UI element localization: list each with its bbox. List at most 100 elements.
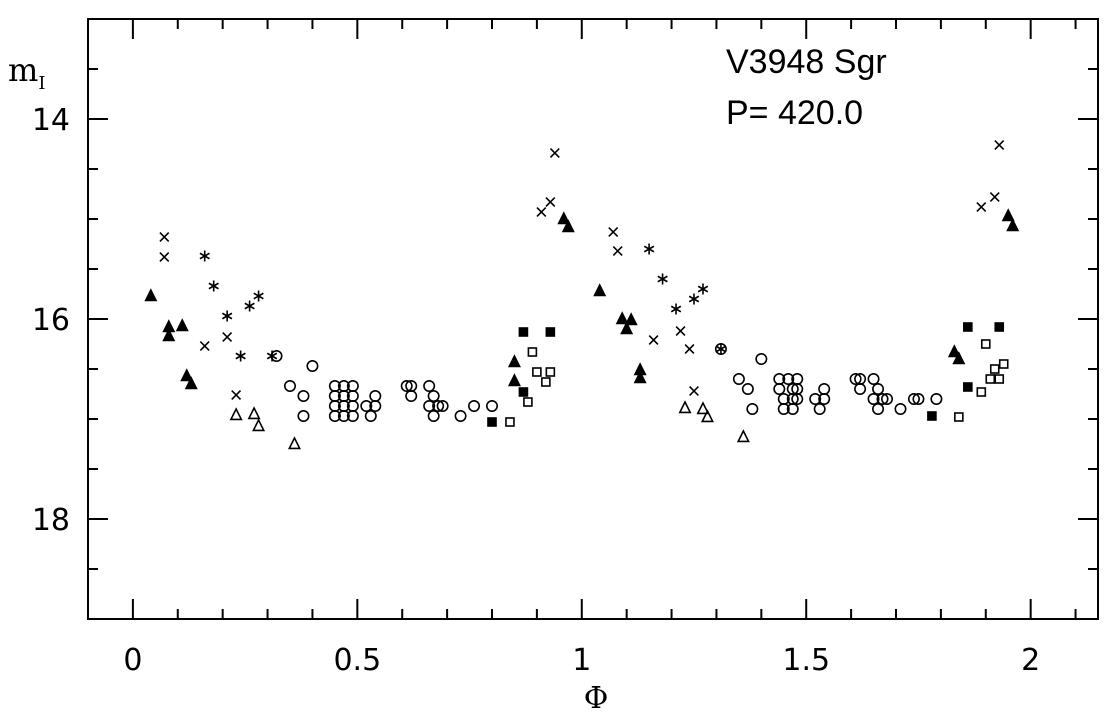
x-tick-label: 1 [572,643,591,678]
data-point-cross [675,326,686,336]
data-point-circle-open [423,399,436,412]
data-point-circle-open [894,402,907,415]
data-point-square-filled [927,411,937,421]
data-point-triangle-open [252,418,266,432]
data-point-triangle-open [247,406,261,420]
data-point-triangle-open [700,409,714,423]
data-point-circle-open [872,402,885,415]
data-point-circle-open [360,399,373,412]
data-point-asterisk [235,350,246,362]
data-point-square-filled [518,327,529,337]
data-point-triangle-filled [175,318,189,332]
data-point-circle-open [818,382,831,395]
data-point-circle-open [732,372,745,385]
data-point-cross [689,386,699,396]
data-point-circle-open [328,409,341,422]
data-point-circle-open [867,372,880,385]
data-point-square-open [545,367,556,377]
data-point-square-filled [994,322,1005,332]
data-point-circle-open [912,392,925,405]
data-point-asterisk [208,280,219,292]
data-point-square-filled [963,322,973,332]
x-tick-label: 0.5 [333,643,381,678]
data-point-square-open [985,374,996,384]
data-point-triangle-filled [162,328,176,342]
data-point-circle-open [454,409,467,422]
data-point-cross [648,335,659,345]
data-point-asterisk [643,243,655,255]
y-axis-label: mI [8,51,45,94]
data-point-triangle-filled [952,351,966,365]
data-point-square-open [954,412,964,422]
data-point-triangle-open [678,400,692,414]
data-point-circle-open [405,389,418,402]
data-point-circle-open [306,359,319,372]
data-point-cross [159,232,170,242]
data-point-circle-open [400,379,413,392]
data-point-cross [536,207,547,217]
data-point-cross [608,227,619,237]
data-point-cross [231,390,242,400]
data-point-asterisk [244,300,255,312]
data-point-circle-open [346,409,359,422]
x-tick-label: 0 [123,643,142,678]
data-point-triangle-filled [633,370,647,384]
data-point-circle-open [427,389,440,402]
data-point-square-open [527,347,538,357]
data-point-asterisk [199,250,210,262]
data-point-circle-open [849,372,862,385]
y-axis-label-main: m [8,51,38,89]
data-point-circle-open [427,409,440,422]
axis-ticks [88,19,1098,619]
data-point-triangle-open [229,407,243,421]
data-point-circle-open [881,392,894,405]
data-point-triangle-filled [507,373,521,387]
chart-title: V3948 Sgr [726,43,887,81]
data-point-cross [684,344,695,354]
data-point-cross [976,202,987,212]
data-point-triangle-filled [620,321,634,335]
data-point-triangle-open [736,429,750,443]
data-point-circle-open [369,399,382,412]
x-tick-label: 2 [1021,643,1040,678]
data-point-cross [612,246,623,256]
data-point-square-open [980,339,991,349]
data-point-square-open [976,387,987,397]
data-point-triangle-open [287,436,301,450]
data-point-circle-open [755,352,768,365]
data-point-square-open [994,374,1005,384]
data-point-circle-open [369,389,382,402]
data-point-triangle-filled [507,354,521,368]
data-point-circle-open [818,392,831,405]
data-point-circle-open [813,402,826,415]
data-point-circle-open [364,409,377,422]
data-point-asterisk [253,290,264,302]
plot-frame [87,18,1099,620]
data-point-circle-open [786,402,799,415]
data-point-circle-open [337,409,350,422]
data-point-asterisk [221,310,233,322]
data-point-circle-open [773,382,786,395]
data-point-triangle-filled [557,211,571,225]
data-point-cross [545,197,556,207]
data-point-circle-open [876,392,889,405]
data-point-circle-open [741,382,754,395]
data-point-square-open [523,397,533,407]
data-point-cross [159,252,170,262]
data-point-asterisk [697,283,709,295]
data-point-square-open [532,367,542,377]
x-tick-label: 1.5 [782,643,830,678]
data-point-triangle-open [696,401,710,415]
data-point-circle-open [930,392,943,405]
data-point-triangle-filled [1001,208,1015,222]
data-point-triangle-filled [1006,218,1020,232]
data-point-asterisk [657,273,668,285]
data-point-circle-open [432,399,445,412]
data-point-cross [549,148,560,158]
data-point-square-filled [545,327,556,337]
data-point-triangle-filled [624,312,638,326]
data-point-triangle-filled [947,344,961,358]
data-point-cross [222,332,233,342]
data-point-triangle-filled [615,311,629,325]
